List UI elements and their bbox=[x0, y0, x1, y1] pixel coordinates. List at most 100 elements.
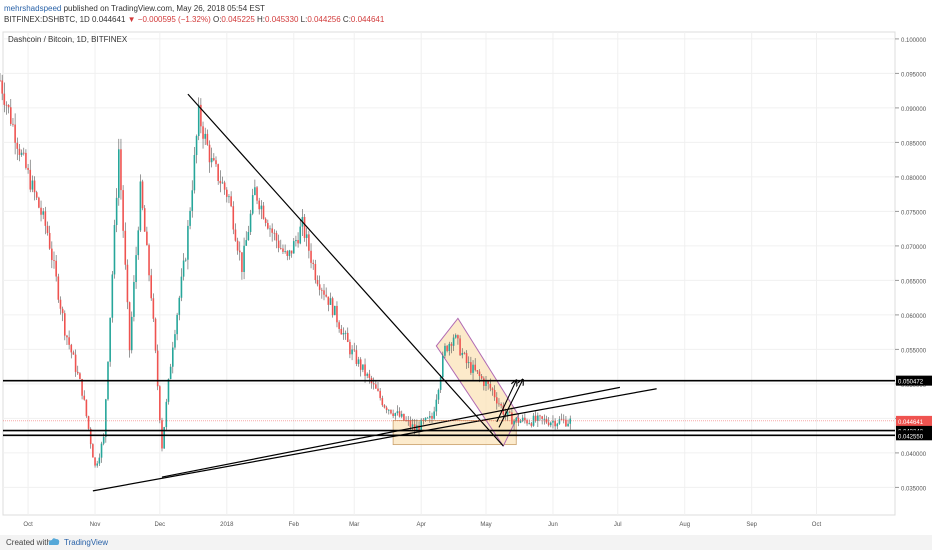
tradingview-brand[interactable]: TradingView bbox=[64, 538, 109, 547]
price-chart[interactable]: 0.100000 0.095000 0.090000 0.085000 0.080000… bbox=[0, 30, 932, 535]
candle-body bbox=[251, 195, 254, 214]
candle-body bbox=[161, 420, 163, 449]
candle-body bbox=[148, 245, 150, 276]
y-tick-label: 0.095000 bbox=[901, 72, 927, 78]
candle-body bbox=[165, 401, 168, 428]
candle-body bbox=[498, 403, 500, 405]
candle-body bbox=[379, 390, 381, 399]
candle-body bbox=[5, 104, 8, 106]
candle-body bbox=[74, 354, 77, 372]
candle-body bbox=[467, 362, 470, 364]
y-tick-label: 0.100000 bbox=[901, 38, 927, 44]
candle-body bbox=[491, 388, 494, 391]
candle-body bbox=[202, 126, 204, 139]
candle-body bbox=[223, 182, 226, 190]
candle-body bbox=[182, 260, 185, 277]
candle-body bbox=[297, 240, 299, 244]
candle-body bbox=[249, 213, 252, 232]
candle-body bbox=[435, 399, 438, 412]
candle-body bbox=[547, 422, 550, 426]
x-tick-label: Feb bbox=[289, 522, 300, 528]
candle-body bbox=[420, 419, 422, 431]
open-label: O: bbox=[212, 15, 222, 24]
candle-body bbox=[130, 316, 133, 351]
candle-body bbox=[226, 189, 228, 197]
x-tick-label: Oct bbox=[23, 522, 33, 528]
candle-body bbox=[318, 284, 321, 290]
change-text: −0.000595 (−1.32%) bbox=[137, 15, 211, 24]
candle-body bbox=[290, 250, 293, 254]
candle-body bbox=[83, 395, 86, 400]
candle-body bbox=[465, 353, 468, 364]
candle-body bbox=[124, 230, 127, 265]
candle-body bbox=[314, 263, 317, 281]
candle-body bbox=[228, 196, 230, 198]
projection-arrow bbox=[496, 380, 516, 423]
candle-body bbox=[521, 417, 524, 421]
candle-body bbox=[340, 328, 343, 335]
candle-body bbox=[398, 411, 401, 417]
candle-body bbox=[254, 187, 256, 196]
x-tick-label: Dec bbox=[155, 522, 166, 528]
candle-body bbox=[346, 332, 349, 342]
candle-body bbox=[31, 180, 34, 190]
candle-body bbox=[172, 347, 174, 367]
ohlc-line: BITFINEX:DSHBTC, 1D 0.044641 ▼ −0.000595… bbox=[4, 15, 384, 24]
candle-body bbox=[22, 152, 25, 154]
candle-body bbox=[122, 190, 124, 231]
candle-body bbox=[105, 399, 107, 437]
candle-body bbox=[556, 423, 559, 427]
candle-body bbox=[357, 359, 360, 364]
y-tick-label: 0.090000 bbox=[901, 107, 927, 113]
candle-body bbox=[267, 222, 269, 229]
y-tick-label: 0.060000 bbox=[901, 314, 927, 320]
candle-body bbox=[197, 104, 200, 137]
candle-body bbox=[241, 252, 243, 272]
candle-body bbox=[191, 190, 194, 211]
y-tick-label: 0.065000 bbox=[901, 279, 927, 285]
author-link[interactable]: mehrshadspeed bbox=[4, 4, 62, 13]
candle-body bbox=[271, 228, 273, 233]
low-value: 0.044256 bbox=[307, 15, 341, 24]
candle-body bbox=[511, 412, 513, 425]
candle-body bbox=[193, 155, 196, 191]
candle-body bbox=[109, 317, 111, 362]
candle-body bbox=[215, 160, 217, 165]
candle-body bbox=[29, 169, 32, 190]
candle-body bbox=[38, 197, 40, 208]
level-tag bbox=[896, 430, 932, 441]
candle-body bbox=[478, 371, 481, 377]
candle-body bbox=[217, 164, 219, 181]
candle-body bbox=[180, 276, 183, 298]
candle-body bbox=[232, 206, 235, 230]
candle-body bbox=[558, 419, 561, 424]
candle-body bbox=[135, 255, 137, 283]
candle-body bbox=[288, 250, 291, 256]
candle-body bbox=[169, 366, 172, 380]
projection-arrow bbox=[498, 380, 523, 428]
x-tick-label: Jul bbox=[614, 522, 622, 528]
candle-body bbox=[238, 250, 241, 253]
candle-body bbox=[256, 187, 258, 201]
candle-body bbox=[55, 260, 57, 277]
candle-body bbox=[64, 313, 66, 336]
candle-body bbox=[12, 123, 14, 125]
candle-body bbox=[483, 378, 485, 386]
candle-body bbox=[565, 419, 567, 427]
candle-body bbox=[154, 318, 157, 351]
candle-body bbox=[128, 302, 131, 351]
candle-body bbox=[323, 290, 325, 295]
candle-body bbox=[159, 386, 161, 421]
trendline bbox=[187, 93, 504, 447]
candle-body bbox=[316, 280, 319, 285]
candle-body bbox=[545, 418, 548, 423]
candle-body bbox=[61, 308, 64, 314]
candle-body bbox=[72, 352, 75, 355]
candle-body bbox=[152, 298, 155, 319]
candle-body bbox=[275, 233, 278, 241]
candle-body bbox=[163, 427, 165, 449]
candle-body bbox=[375, 384, 377, 389]
candle-body bbox=[452, 337, 455, 346]
candle-body bbox=[230, 196, 232, 207]
candle-body bbox=[487, 381, 489, 384]
